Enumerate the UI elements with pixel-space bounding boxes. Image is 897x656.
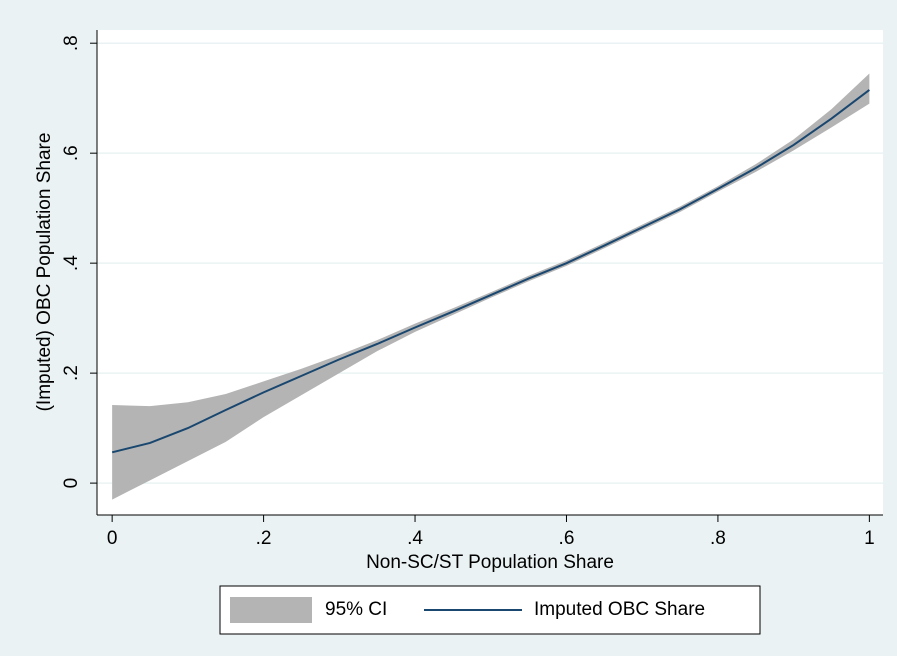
x-tick-label: 1 bbox=[864, 528, 875, 549]
y-tick-label: 0 bbox=[61, 478, 82, 489]
legend-key bbox=[230, 597, 312, 623]
y-tick-label: .4 bbox=[61, 255, 82, 271]
ci-band bbox=[112, 73, 870, 500]
x-axis-label: Non-SC/ST Population Share bbox=[366, 552, 614, 573]
x-tick-label: .6 bbox=[559, 528, 575, 549]
y-tick-label: .2 bbox=[61, 365, 82, 381]
x-tick-label: .4 bbox=[407, 528, 423, 549]
line bbox=[111, 89, 870, 454]
legend-label: Imputed OBC Share bbox=[534, 599, 705, 620]
legend-label: 95% CI bbox=[325, 599, 387, 620]
x-tick-label: .2 bbox=[256, 528, 272, 549]
y-tick-label: .8 bbox=[61, 35, 82, 51]
y-axis-label: (Imputed) OBC Population Share bbox=[34, 133, 55, 412]
y-tick-label: .6 bbox=[61, 145, 82, 161]
x-tick-label: 0 bbox=[107, 528, 118, 549]
x-tick-label: .8 bbox=[710, 528, 726, 549]
